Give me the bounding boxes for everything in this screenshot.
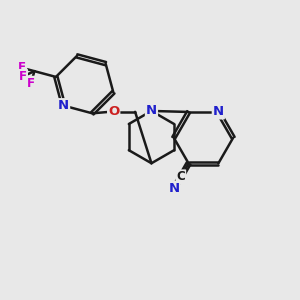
Text: F: F (18, 61, 26, 74)
Text: N: N (58, 99, 69, 112)
Text: F: F (27, 77, 35, 90)
Text: N: N (213, 106, 224, 118)
Text: O: O (108, 105, 119, 118)
Text: F: F (19, 70, 27, 83)
Text: N: N (146, 104, 157, 117)
Text: C: C (176, 170, 185, 183)
Text: N: N (169, 182, 180, 195)
